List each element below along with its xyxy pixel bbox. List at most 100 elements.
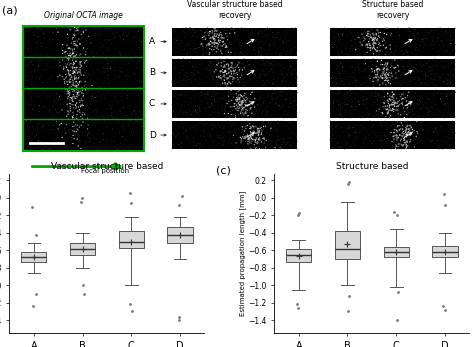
Point [37,127,45,133]
Point [217,32,225,37]
Point [223,44,230,50]
Point [228,61,236,67]
Point [356,70,364,75]
Point [246,146,254,151]
Point [291,61,299,67]
Point [397,94,404,100]
Point [20,40,28,46]
Point [225,62,232,68]
Point [71,39,79,44]
Point [240,52,247,58]
Point [386,95,393,101]
Point [187,34,195,39]
Point [43,49,50,54]
Point [406,34,413,39]
Point [81,57,89,63]
Point [261,98,269,103]
Point [386,104,393,110]
Point [440,58,447,64]
Point [399,89,406,94]
Point [59,143,66,149]
Point [403,29,410,34]
Point [237,90,245,95]
Point [49,76,57,82]
Point [184,90,192,95]
Point [223,46,231,52]
Point [278,52,286,58]
Point [334,108,342,113]
Point [225,99,233,104]
Point [170,95,178,100]
Point [188,70,195,76]
Point [369,100,377,105]
Point [85,54,93,59]
Point [209,109,216,115]
Point [22,63,30,69]
Point [393,88,401,94]
Point [180,108,187,114]
Point [228,65,235,70]
Point [334,65,341,71]
Point [383,74,390,80]
Point [376,41,383,46]
Point [117,94,125,100]
Point [359,39,366,44]
Point [437,34,444,39]
Point [139,119,146,125]
Point [352,97,360,103]
Point [436,58,444,63]
Point [209,40,217,46]
Point [178,90,185,96]
Point [365,36,373,42]
Point [268,67,275,72]
Point [279,62,286,68]
Point [252,26,260,32]
Point [265,73,273,79]
Point [237,115,245,120]
Point [229,87,237,93]
Point [351,137,358,143]
Point [426,119,434,125]
Point [222,137,229,143]
Point [362,79,370,85]
Point [400,136,408,142]
Point [380,45,388,51]
Point [407,92,414,98]
Point [443,134,450,139]
Point [210,36,217,41]
Point [220,106,228,111]
Point [229,76,237,82]
Point [81,72,88,78]
Point [188,124,196,129]
Point [282,142,289,148]
Point [363,125,370,130]
Point [207,103,214,109]
Point [369,46,376,52]
Point [415,115,423,120]
Point [277,50,284,56]
Point [348,42,356,48]
Point [233,76,241,82]
Point [407,122,414,128]
Point [205,106,212,112]
Point [70,54,78,60]
Point [347,74,355,79]
Point [221,138,228,144]
Point [77,62,85,68]
Point [210,137,218,143]
Point [39,147,47,153]
Point [422,68,430,74]
Point [21,85,29,91]
Point [417,58,424,64]
Point [204,26,211,32]
Point [83,116,91,121]
Point [190,74,198,79]
Point [133,34,140,39]
Point [86,40,94,45]
Point [138,138,146,143]
Point [269,99,276,105]
Point [248,136,255,141]
Point [431,106,439,111]
Point [249,90,256,95]
Point [382,34,389,40]
